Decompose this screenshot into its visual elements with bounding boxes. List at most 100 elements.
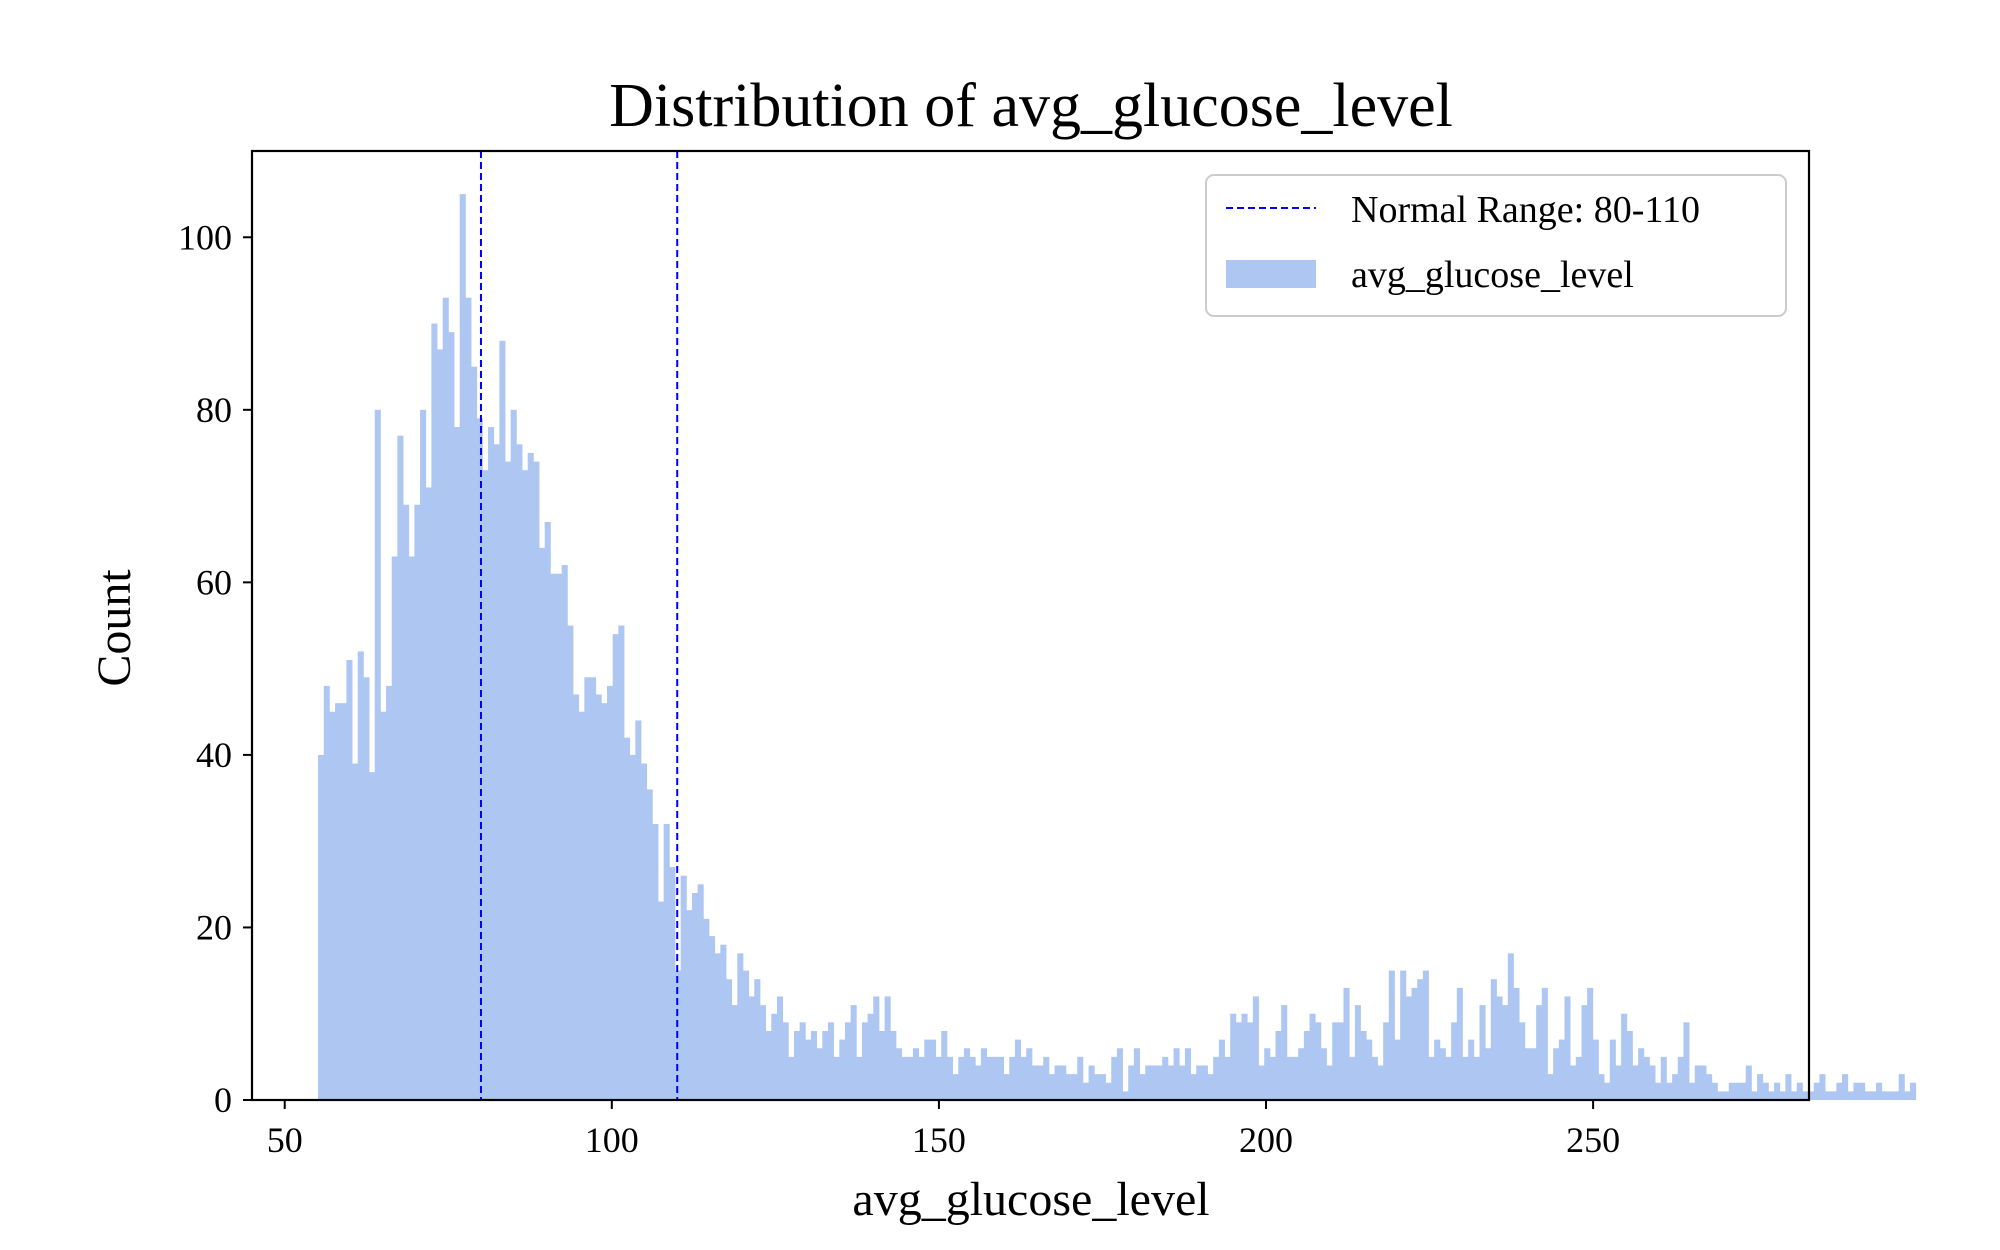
histogram-bar	[890, 1030, 897, 1100]
histogram-bar	[1411, 987, 1418, 1100]
histogram-bar	[1422, 970, 1429, 1100]
histogram-bar	[680, 875, 687, 1100]
histogram-bar	[1309, 1013, 1316, 1100]
histogram-bar	[1706, 1074, 1713, 1100]
histogram-bar	[403, 504, 410, 1101]
histogram-bar	[1366, 1039, 1373, 1100]
histogram-bar	[1173, 1048, 1180, 1100]
histogram-bar	[1536, 1005, 1543, 1100]
histogram-bar	[873, 996, 880, 1100]
histogram-bar	[737, 953, 744, 1100]
histogram-bar	[567, 625, 574, 1100]
histogram-bar	[1099, 1074, 1106, 1100]
histogram-bar	[556, 573, 563, 1100]
histogram-bar	[1791, 1091, 1798, 1100]
histogram-bar	[1711, 1082, 1718, 1100]
histogram-bar	[952, 1074, 959, 1100]
histogram-bar	[1876, 1082, 1883, 1100]
histogram-bar	[1060, 1065, 1067, 1100]
histogram-bar	[1575, 1056, 1582, 1100]
histogram-bar	[1740, 1082, 1747, 1100]
histogram-bar	[884, 996, 891, 1100]
histogram-bar	[827, 1022, 835, 1100]
histogram-bar	[1190, 1074, 1197, 1100]
histogram-bar	[1462, 1056, 1469, 1100]
histogram-bar	[1179, 1065, 1186, 1100]
histogram-bar	[1388, 970, 1395, 1100]
histogram-bar	[408, 556, 415, 1100]
histogram-bar	[465, 297, 472, 1100]
histogram-bar	[476, 418, 483, 1100]
histogram-bar	[703, 918, 710, 1100]
histogram-bar	[1694, 1065, 1701, 1100]
histogram-bar	[1014, 1039, 1021, 1100]
histogram-bar	[1162, 1056, 1169, 1100]
histogram-bar	[584, 677, 591, 1100]
histogram-bar	[1700, 1065, 1707, 1100]
histogram-bar	[646, 789, 653, 1100]
histogram-bar	[799, 1022, 806, 1100]
histogram-bar	[720, 944, 727, 1100]
histogram-bar	[771, 1013, 778, 1100]
histogram-bar	[1196, 1065, 1203, 1100]
histogram-bar	[1156, 1065, 1163, 1100]
histogram-bar	[601, 703, 608, 1100]
histogram-bar	[1230, 1013, 1237, 1100]
x-tick-label: 200	[1239, 1120, 1293, 1160]
histogram-bar	[1394, 1039, 1401, 1100]
histogram-bar	[1734, 1082, 1741, 1100]
histogram-bar	[748, 996, 755, 1100]
histogram-bar	[765, 1030, 772, 1100]
histogram-bar	[561, 565, 568, 1100]
histogram-bar	[1672, 1074, 1679, 1100]
histogram-bar	[1077, 1056, 1084, 1100]
histogram-bar	[533, 461, 540, 1101]
histogram-bar	[1910, 1082, 1917, 1100]
histogram-bar	[1666, 1082, 1673, 1100]
histogram-bar	[714, 953, 721, 1100]
histogram-bar	[1150, 1065, 1157, 1100]
histogram-bar	[1813, 1082, 1820, 1100]
histogram-bar	[499, 340, 506, 1100]
histogram-bar	[471, 366, 478, 1100]
histogram-bar	[1604, 1082, 1611, 1100]
histogram-bar	[454, 427, 461, 1100]
histogram-bar	[1116, 1048, 1123, 1100]
histogram-bar	[420, 409, 427, 1100]
histogram-bar	[1128, 1065, 1135, 1100]
histogram-bar	[1864, 1091, 1871, 1100]
histogram-bar	[1615, 1065, 1622, 1100]
histogram-bar	[1037, 1065, 1044, 1100]
x-axis-label: avg_glucose_level	[852, 1173, 1209, 1226]
histogram-bar	[1468, 1039, 1475, 1100]
legend-label-normal-range: Normal Range: 80-110	[1351, 189, 1700, 231]
y-tick-label: 0	[214, 1080, 232, 1120]
histogram-bar	[918, 1056, 925, 1100]
histogram-bar	[754, 979, 761, 1100]
histogram-bar	[686, 910, 693, 1100]
histogram-bar	[1859, 1082, 1866, 1100]
histogram-bar	[1417, 979, 1424, 1100]
histogram-bar	[1553, 1048, 1560, 1100]
reference-lines	[479, 151, 679, 1100]
histogram-bar	[861, 1022, 869, 1100]
histogram-bar	[510, 409, 517, 1100]
histogram-bar	[1768, 1091, 1775, 1100]
histogram-bar	[929, 1039, 937, 1100]
legend-frame	[1205, 174, 1787, 317]
histogram-bar	[352, 763, 359, 1100]
x-tick-label: 100	[585, 1120, 639, 1160]
histogram-bar	[397, 435, 404, 1100]
histogram-bar	[980, 1048, 987, 1100]
histogram-bar	[1887, 1091, 1894, 1100]
histogram-bar	[1048, 1074, 1055, 1100]
legend: Normal Range: 80-110 avg_glucose_level	[1205, 174, 1787, 317]
histogram-bar	[573, 694, 580, 1100]
histogram-bar	[742, 970, 750, 1100]
histogram-bar	[1111, 1056, 1118, 1100]
x-tick-label: 150	[912, 1120, 966, 1160]
histogram-bar	[1830, 1091, 1837, 1100]
histogram-bar	[624, 737, 631, 1100]
histogram-bar	[816, 1048, 823, 1100]
